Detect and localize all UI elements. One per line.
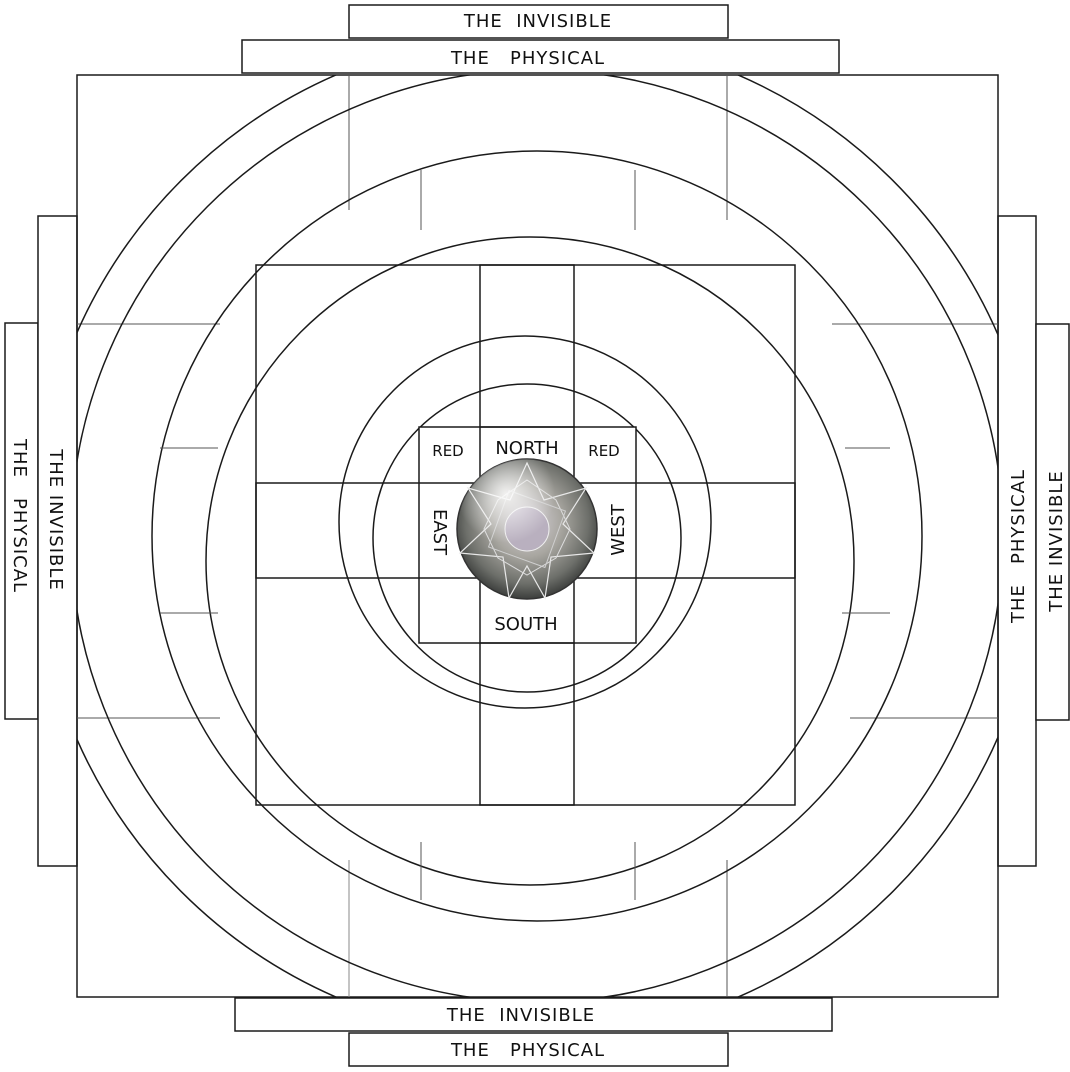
inner-circle-inner (372, 383, 682, 693)
red-label-right: RED (588, 442, 619, 460)
top-outer-band (348, 4, 729, 39)
left-bands: THE INVISIBLE THE PHYSICAL (4, 215, 78, 867)
bottom-inner-label: THE INVISIBLE (446, 1005, 595, 1026)
right-bands: THE PHYSICAL THE INVISIBLE (997, 215, 1070, 867)
right-inner-label: THE PHYSICAL (1008, 469, 1029, 624)
top-inner-label: THE PHYSICAL (450, 48, 605, 69)
left-outer-band (4, 322, 39, 720)
red-label-left: RED (432, 442, 463, 460)
right-outer-band (1035, 323, 1070, 721)
top-outer-label: THE INVISIBLE (463, 11, 612, 32)
inner-circle-outer (338, 335, 712, 709)
outer-structure (77, 75, 998, 997)
outer-square (76, 74, 999, 998)
top-bands: THE INVISIBLE THE PHYSICAL (241, 4, 840, 74)
east-label: EAST (429, 509, 450, 556)
right-outer-label: THE INVISIBLE (1046, 470, 1067, 613)
top-inner-band (241, 39, 840, 74)
left-inner-label: THE INVISIBLE (45, 448, 66, 591)
left-inner-band (37, 215, 78, 867)
ring-ticks (160, 170, 890, 900)
bottom-inner-band (234, 997, 833, 1032)
ring-circle-outer (151, 150, 923, 922)
left-outer-label: THE PHYSICAL (9, 438, 30, 593)
right-inner-band (997, 215, 1037, 867)
bottom-bands: THE INVISIBLE THE PHYSICAL (234, 997, 833, 1067)
bottom-outer-band (348, 1032, 729, 1067)
south-label: SOUTH (494, 614, 557, 635)
center-orb (456, 458, 598, 600)
bottom-outer-label: THE PHYSICAL (450, 1040, 605, 1061)
west-label: WEST (608, 503, 629, 556)
orb-highlight (457, 459, 597, 599)
north-label: NORTH (495, 438, 558, 459)
ring-circle-inner (205, 236, 855, 886)
